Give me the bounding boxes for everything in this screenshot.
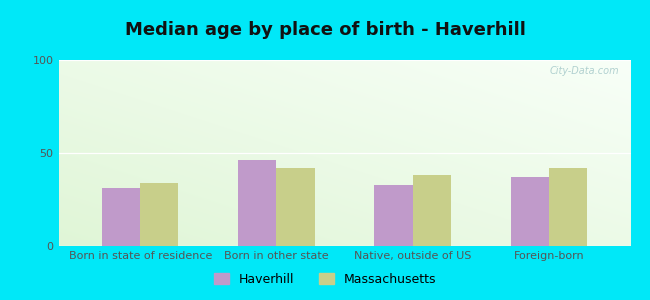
Bar	[549, 168, 587, 246]
Text: Median age by place of birth - Haverhill: Median age by place of birth - Haverhill	[125, 21, 525, 39]
Bar	[374, 184, 413, 246]
Bar	[276, 168, 315, 246]
Bar	[413, 175, 450, 246]
Bar	[140, 183, 178, 246]
Bar	[102, 188, 140, 246]
Text: City-Data.com: City-Data.com	[549, 66, 619, 76]
Bar	[511, 177, 549, 246]
Bar	[239, 160, 276, 246]
Legend: Haverhill, Massachusetts: Haverhill, Massachusetts	[209, 268, 441, 291]
